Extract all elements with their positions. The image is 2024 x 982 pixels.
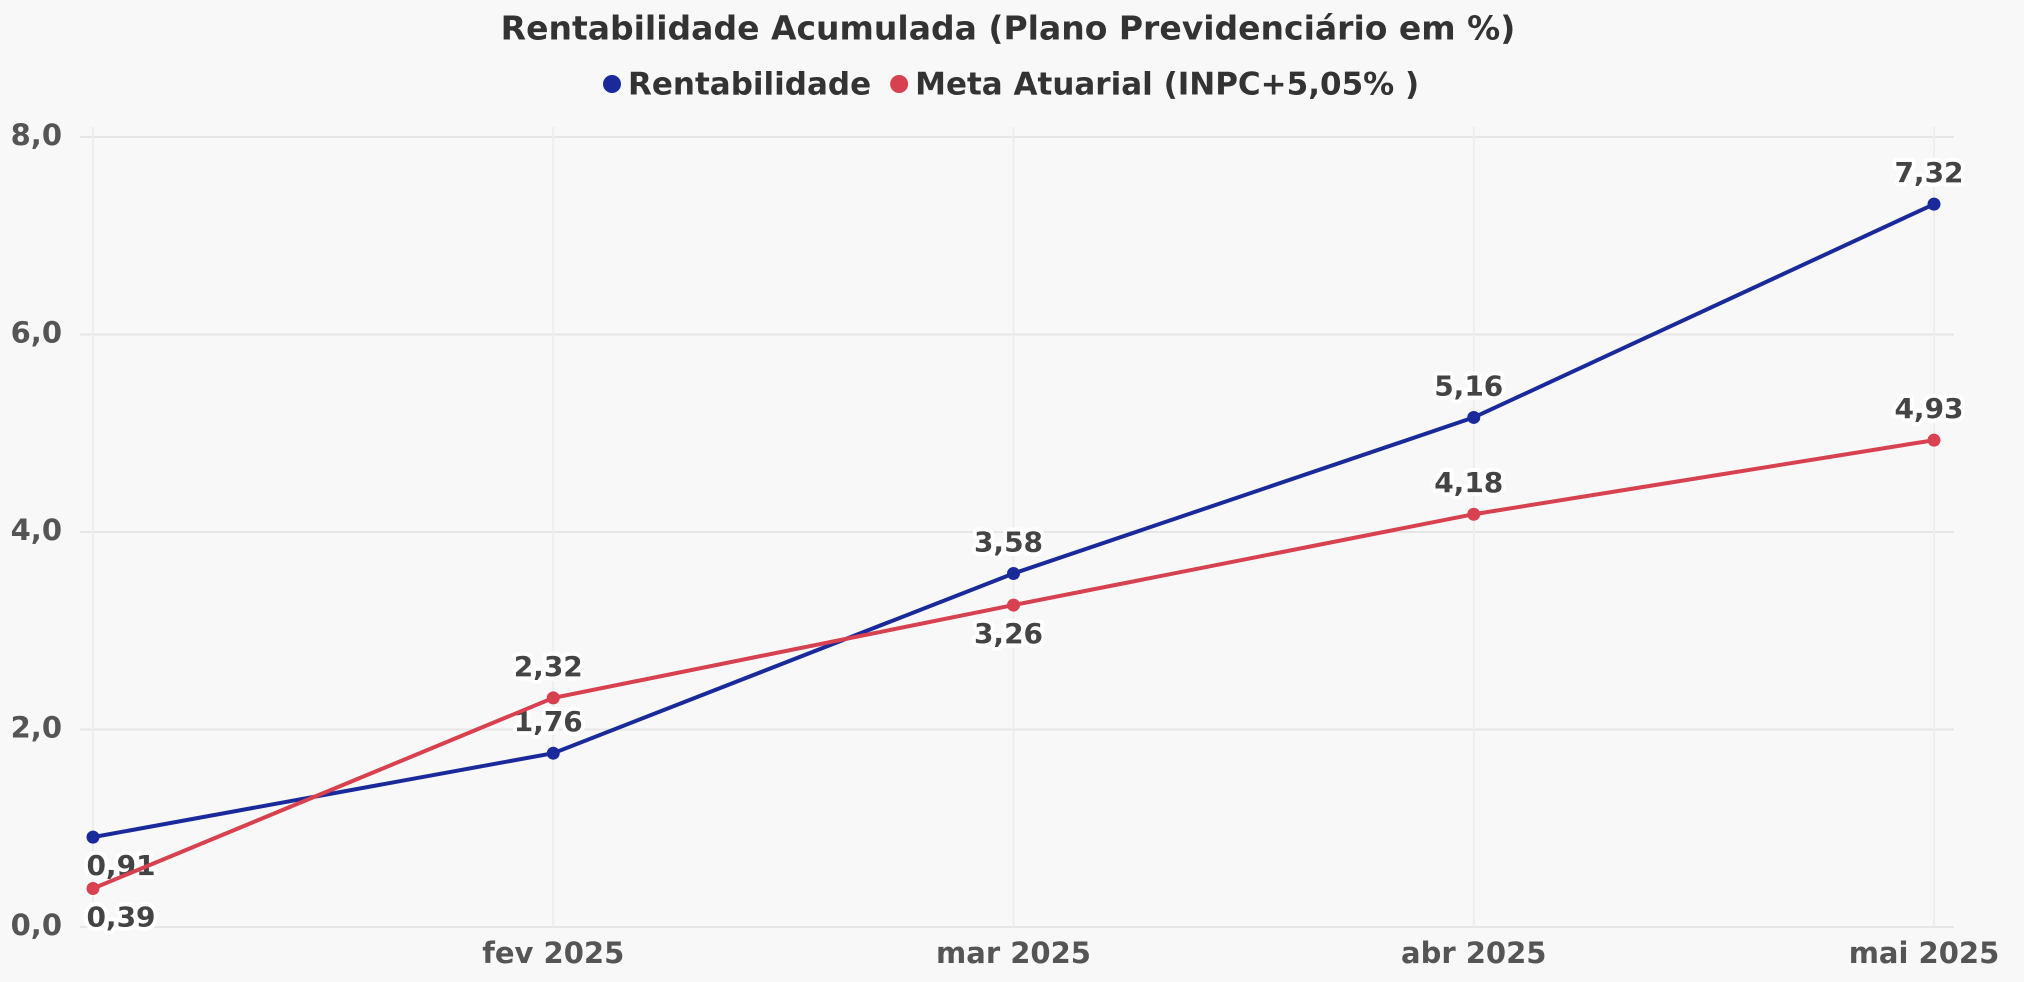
- point: [86, 881, 100, 895]
- data-label: 0,39: [86, 900, 155, 933]
- y-tick-label: 6,0: [11, 316, 62, 350]
- data-label: 3,58: [974, 525, 1043, 558]
- data-label: 3,26: [974, 617, 1043, 650]
- x-tick-label: mai 2025: [1849, 936, 2000, 970]
- point: [1007, 566, 1020, 580]
- data-label: 4,18: [1434, 466, 1503, 499]
- data-label: 2,32: [514, 650, 583, 683]
- point: [1467, 410, 1481, 424]
- y-tick-label: 2,0: [11, 711, 62, 745]
- x-tick-label: fev 2025: [482, 936, 624, 970]
- point: [86, 830, 100, 844]
- y-tick-label: 0,0: [11, 908, 62, 942]
- data-label: 7,32: [1894, 156, 1963, 189]
- x-tick-label: abr 2025: [1401, 936, 1546, 970]
- point: [546, 691, 560, 705]
- data-label: 1,76: [514, 705, 583, 738]
- legend-marker: [890, 75, 909, 93]
- y-tick-label: 8,0: [11, 118, 62, 152]
- legend: Rentabilidade Meta Atuarial (INPC+5,05% ): [603, 67, 1419, 103]
- data-label: 5,16: [1434, 369, 1503, 402]
- point: [1467, 507, 1481, 521]
- legend-marker: [603, 75, 621, 93]
- y-tick-label: 4,0: [11, 513, 62, 547]
- point: [1927, 197, 1941, 211]
- x-tick-label: mar 2025: [936, 936, 1091, 970]
- point: [546, 746, 560, 760]
- data-label: 4,93: [1894, 392, 1963, 425]
- legend-label: Meta Atuarial (INPC+5,05% ): [915, 67, 1419, 103]
- point: [1927, 433, 1941, 447]
- chart-title: Rentabilidade Acumulada (Plano Previdenc…: [501, 9, 1516, 48]
- point: [1007, 598, 1020, 612]
- legend-label: Rentabilidade: [628, 67, 871, 103]
